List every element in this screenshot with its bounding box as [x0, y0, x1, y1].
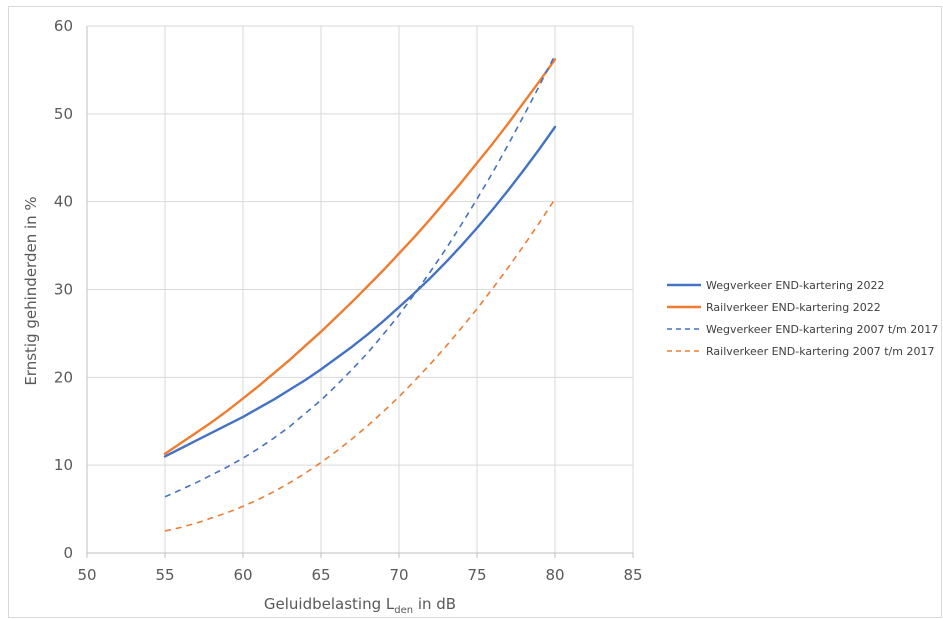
series-line-4: [164, 198, 556, 532]
y-tick-label: 10: [54, 456, 73, 474]
x-tick-label: 75: [467, 566, 486, 584]
axes: [86, 26, 634, 558]
series-line-2: [163, 58, 557, 455]
x-axis-title-subscript: den: [394, 605, 413, 616]
legend-label-4: Railverkeer END-kartering 2007 t/m 2017: [706, 345, 934, 358]
series-lines: [163, 54, 557, 532]
series-line-1: [163, 125, 557, 458]
x-tick-label: 55: [155, 566, 174, 584]
grid-lines: [87, 25, 634, 553]
y-tick-label: 50: [54, 105, 73, 123]
x-tick-label: 80: [545, 566, 564, 584]
x-tick-label: 60: [233, 566, 252, 584]
x-tick-label: 50: [77, 566, 96, 584]
legend-label-3: Wegverkeer END-kartering 2007 t/m 2017: [706, 323, 938, 336]
x-axis-title-main: Geluidbelasting L: [264, 595, 395, 613]
legend: Wegverkeer END-kartering 2022 Railverkeer…: [667, 279, 938, 358]
x-tick-label: 70: [389, 566, 408, 584]
x-tick-label: 85: [623, 566, 642, 584]
legend-label-1: Wegverkeer END-kartering 2022: [706, 279, 884, 292]
x-tick-label: 65: [311, 566, 330, 584]
legend-label-2: Railverkeer END-kartering 2022: [706, 301, 881, 314]
x-axis-title-suffix: in dB: [413, 595, 456, 613]
line-chart: 0 10 20 30 40 50 60 50 55 60 65 70 75 80 85 Geluidbela…: [22, 17, 938, 616]
tick-labels: 0 10 20 30 40 50 60 50 55 60 65 70 75 80 85: [54, 17, 643, 584]
x-axis-title: Geluidbelasting Lden in dB: [264, 595, 456, 616]
y-tick-label: 30: [54, 281, 73, 299]
y-tick-label: 0: [63, 544, 73, 562]
series-line-3: [164, 54, 556, 498]
y-axis-title: Ernstig gehinderden in %: [22, 196, 40, 385]
y-tick-label: 60: [54, 17, 73, 35]
y-tick-label: 20: [54, 368, 73, 386]
chart-frame: 0 10 20 30 40 50 60 50 55 60 65 70 75 80 85 Geluidbela…: [8, 6, 942, 618]
y-tick-label: 40: [54, 193, 73, 211]
